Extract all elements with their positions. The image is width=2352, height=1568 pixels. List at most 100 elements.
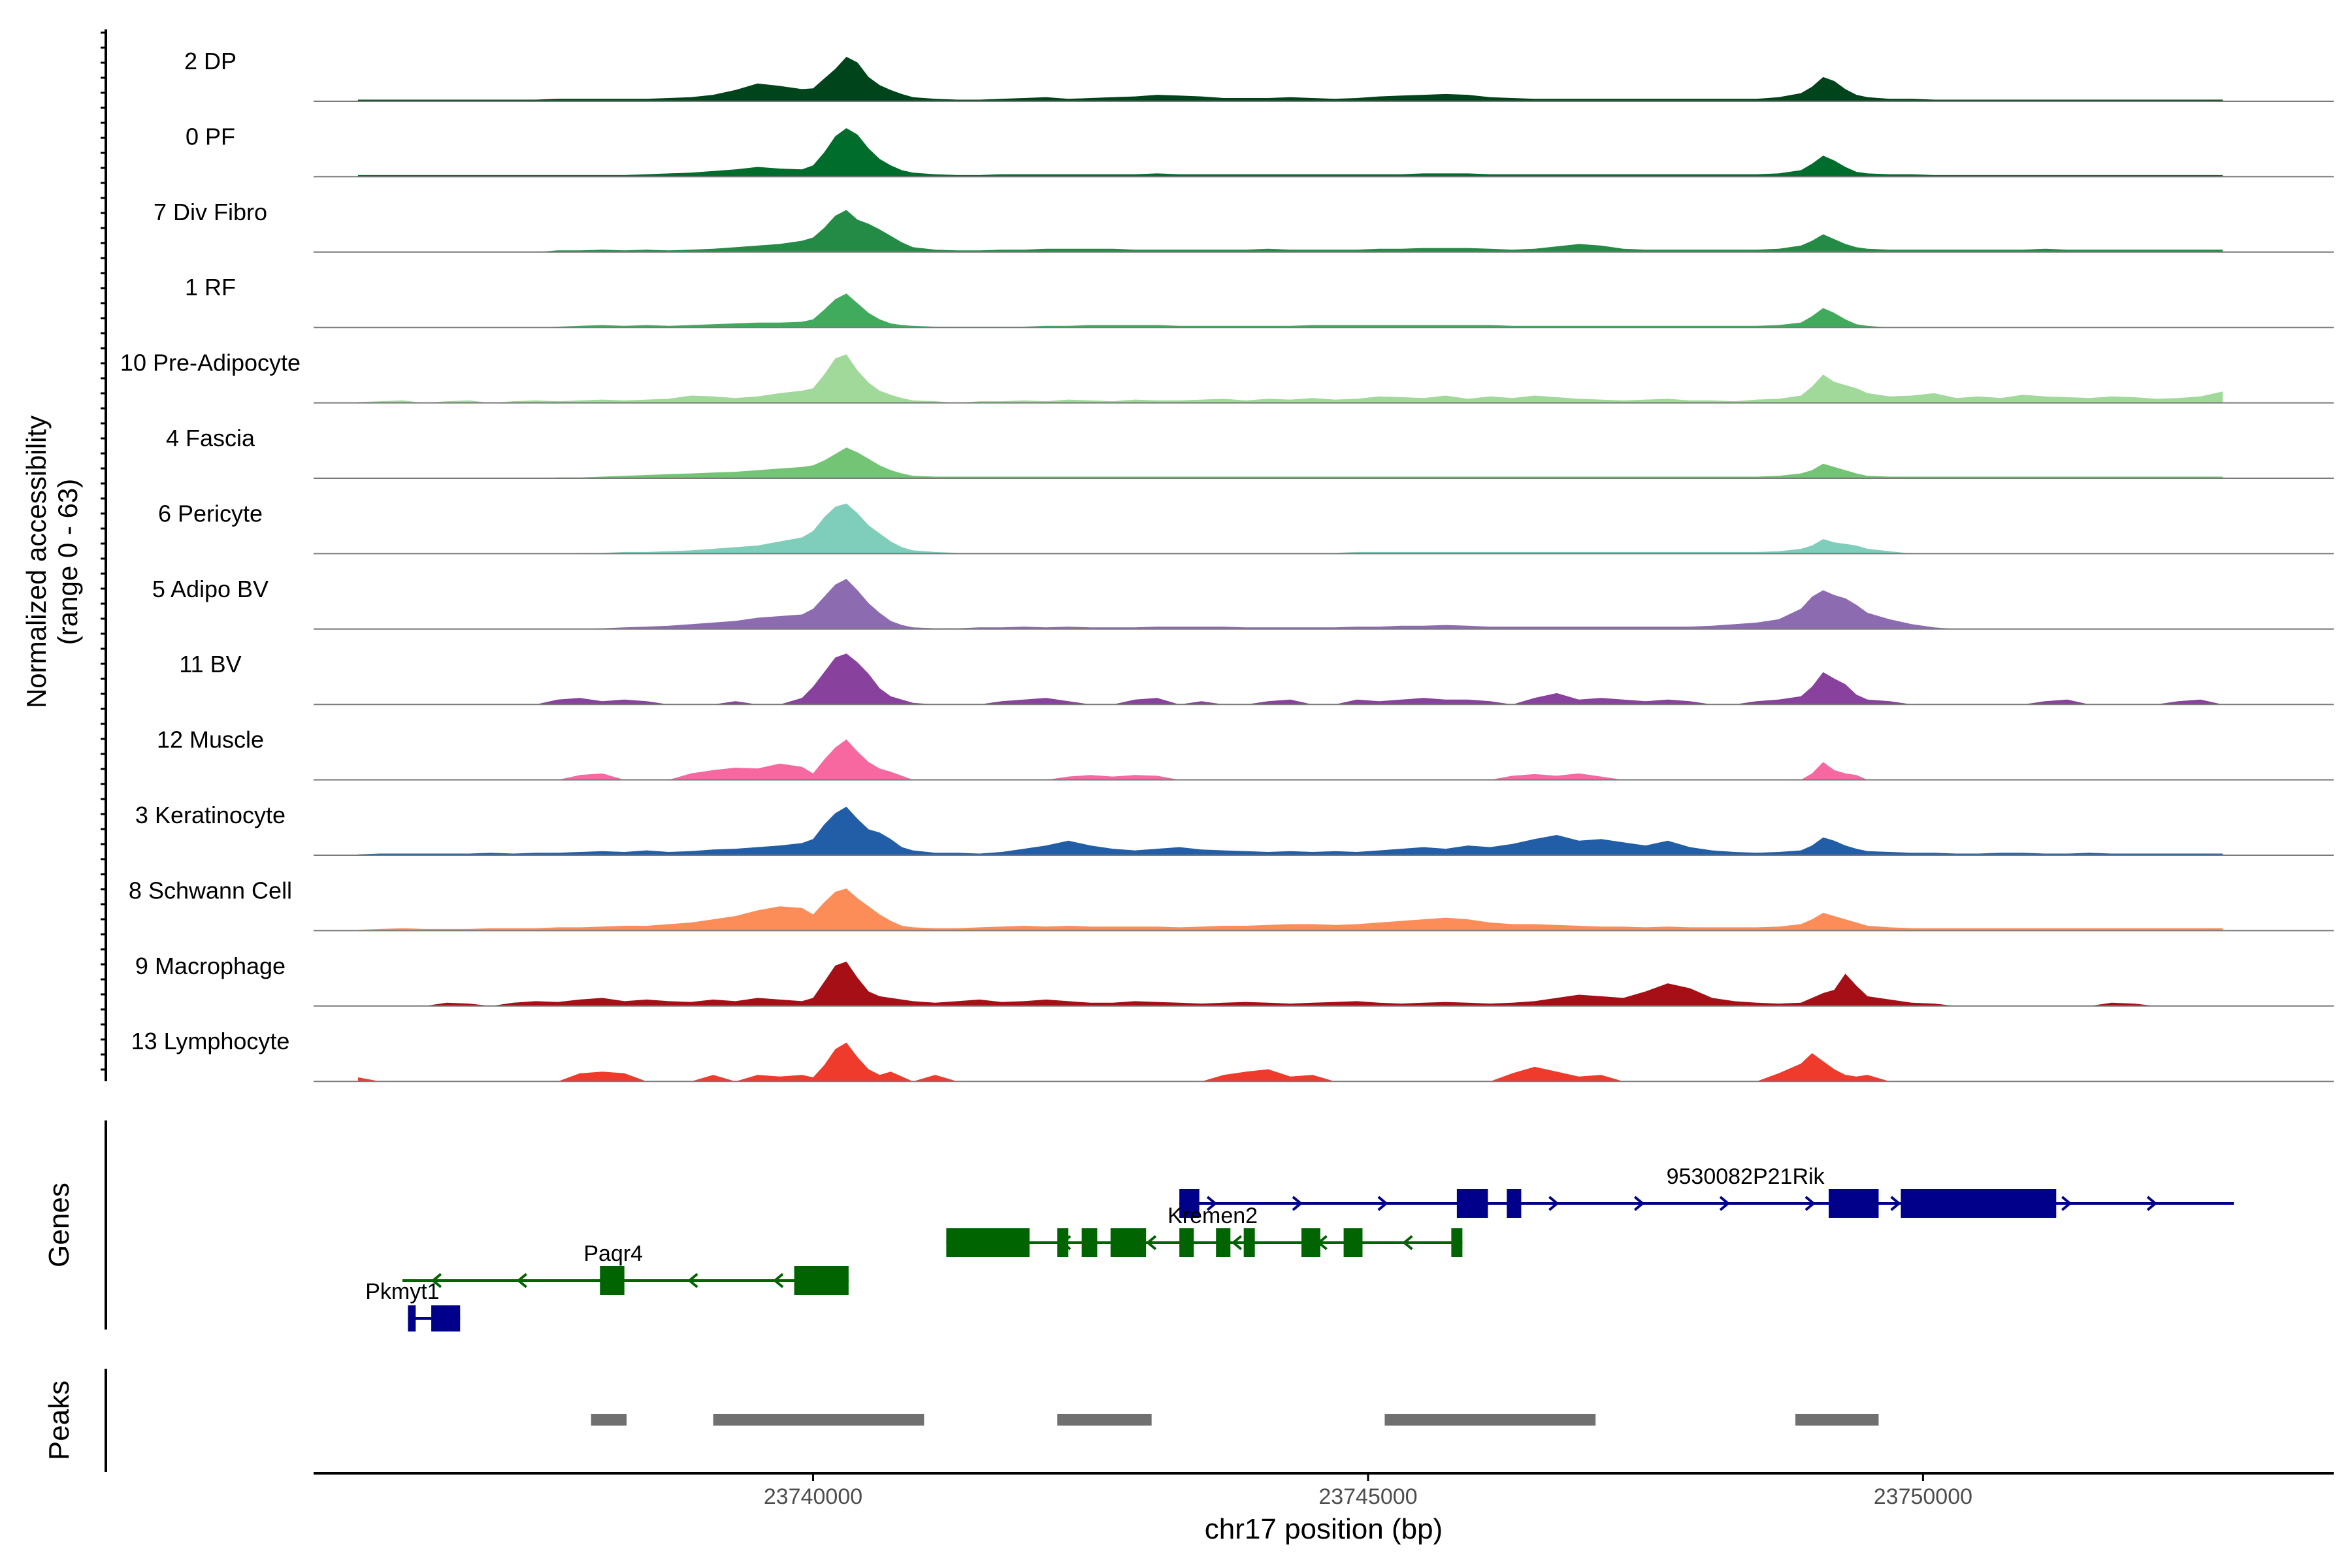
exon [1081, 1228, 1098, 1257]
track-label: 2 DP [184, 48, 237, 74]
exon [1829, 1189, 1879, 1218]
coverage-tracks: 2 DP 0 PF 7 Div Fibro 1 RF 10 Pre-Adipocyte 4… [120, 48, 2334, 1083]
exon [431, 1305, 461, 1331]
exon [408, 1305, 416, 1331]
strand-arrow [1402, 1235, 1413, 1250]
track-12-muscle: 12 Muscle [157, 727, 2334, 781]
track-0-pf: 0 PF [186, 123, 2334, 178]
coverage-area-4-fascia [358, 448, 2223, 478]
gene-label: Pkmyt1 [365, 1279, 439, 1304]
strand-arrow [1548, 1196, 1560, 1211]
exon [1216, 1228, 1231, 1257]
exon [946, 1228, 1030, 1257]
track-label: 1 RF [185, 274, 236, 301]
track-label: 11 BV [179, 651, 241, 678]
track-5-adipo-bv: 5 Adipo BV [152, 576, 2334, 630]
exon [1901, 1189, 2057, 1218]
track-label: 7 Div Fibro [154, 199, 267, 225]
track-label: 4 Fascia [166, 425, 255, 451]
y-axis-label: Normalized accessibility [21, 416, 52, 708]
gene-kremen2: Kremen2 [946, 1203, 1463, 1257]
track-label: 9 Macrophage [135, 953, 286, 979]
exon [1057, 1228, 1069, 1257]
y-axis-sublabel: (range 0 - 63) [52, 479, 83, 645]
strand-arrow [1206, 1196, 1218, 1211]
track-1-rf: 1 RF [185, 274, 2334, 329]
peak [1057, 1414, 1152, 1426]
peak [1795, 1414, 1879, 1426]
exon [1301, 1228, 1320, 1257]
strand-arrow [1377, 1196, 1388, 1211]
x-axis-label: chr17 position (bp) [1205, 1513, 1443, 1545]
coverage-area-13-lymphocyte [358, 1042, 2223, 1082]
track-label: 0 PF [186, 123, 235, 150]
track-13-lymphocyte: 13 Lymphocyte [131, 1028, 2334, 1083]
peaks-track-label: Peaks [43, 1380, 75, 1460]
track-4-fascia: 4 Fascia [166, 425, 2334, 479]
peaks-track [591, 1414, 1879, 1426]
coverage-area-5-adipo-bv [358, 579, 2223, 629]
coverage-area-1-rf [358, 293, 2223, 328]
track-2-dp: 2 DP [184, 48, 2334, 102]
strand-arrow [1145, 1235, 1157, 1250]
x-tick-label: 23750000 [1874, 1484, 1972, 1509]
gene-label: Kremen2 [1168, 1203, 1258, 1228]
x-tick-label: 23740000 [764, 1484, 862, 1509]
x-tick-label: 23745000 [1318, 1484, 1417, 1509]
exon [600, 1266, 625, 1295]
track-label: 13 Lymphocyte [131, 1028, 290, 1054]
track-8-schwann-cell: 8 Schwann Cell [129, 877, 2334, 932]
gene-label: 9530082P21Rik [1667, 1164, 1825, 1189]
track-9-macrophage: 9 Macrophage [135, 953, 2334, 1007]
coverage-area-3-keratinocyte [358, 806, 2223, 855]
coverage-area-2-dp [358, 56, 2223, 101]
track-label: 8 Schwann Cell [129, 877, 292, 904]
track-label: 12 Muscle [157, 727, 264, 753]
track-11-bv: 11 BV [179, 651, 2334, 706]
track-label: 5 Adipo BV [152, 576, 269, 602]
peak [1384, 1414, 1596, 1426]
peak [591, 1414, 627, 1426]
exon [1243, 1228, 1255, 1257]
exon [1507, 1189, 1522, 1218]
exon [794, 1266, 849, 1295]
peak [713, 1414, 924, 1426]
exon [1456, 1189, 1488, 1218]
gene-paqr4: Paqr4 [402, 1241, 849, 1295]
strand-arrow [773, 1273, 784, 1288]
strand-arrow [1292, 1196, 1303, 1211]
track-3-keratinocyte: 3 Keratinocyte [135, 802, 2334, 856]
coverage-area-8-schwann-cell [358, 889, 2223, 931]
exon [1110, 1228, 1147, 1257]
strand-arrow [1231, 1235, 1243, 1250]
coverage-area-9-macrophage [358, 961, 2223, 1006]
strand-arrow [1890, 1196, 1901, 1211]
track-label: 6 Pericyte [158, 500, 263, 527]
coverage-area-7-div-fibro [358, 210, 2223, 252]
genes-track-label: Genes [43, 1183, 75, 1267]
strand-arrow [1633, 1196, 1645, 1211]
genes-track: 9530082P21Rik Kremen2 Paqr4 Pkmyt1 [365, 1164, 2234, 1331]
track-label: 10 Pre-Adipocyte [120, 350, 301, 376]
coverage-area-0-pf [358, 128, 2223, 177]
exon [1179, 1189, 1200, 1218]
exon [1343, 1228, 1363, 1257]
coverage-area-12-muscle [358, 739, 2223, 780]
coverage-area-10-pre-adipocyte [358, 354, 2223, 403]
track-6-pericyte: 6 Pericyte [158, 500, 2334, 555]
strand-arrow [1719, 1196, 1731, 1211]
gene-label: Paqr4 [583, 1241, 643, 1266]
x-axis-ticks: 23740000 23745000 23750000 [764, 1473, 1972, 1509]
coverage-area-11-bv [358, 653, 2223, 705]
coverage-y-minor-ticks [101, 31, 106, 1071]
gene-9530082p21rik: 9530082P21Rik [1179, 1164, 2234, 1218]
exon [1179, 1228, 1194, 1257]
strand-arrow [687, 1273, 698, 1288]
strand-arrow [2061, 1196, 2072, 1211]
strand-arrow [2146, 1196, 2158, 1211]
track-label: 3 Keratinocyte [135, 802, 286, 828]
exon [1451, 1228, 1463, 1257]
coverage-y-axis [101, 29, 107, 1081]
strand-arrow [1805, 1196, 1816, 1211]
